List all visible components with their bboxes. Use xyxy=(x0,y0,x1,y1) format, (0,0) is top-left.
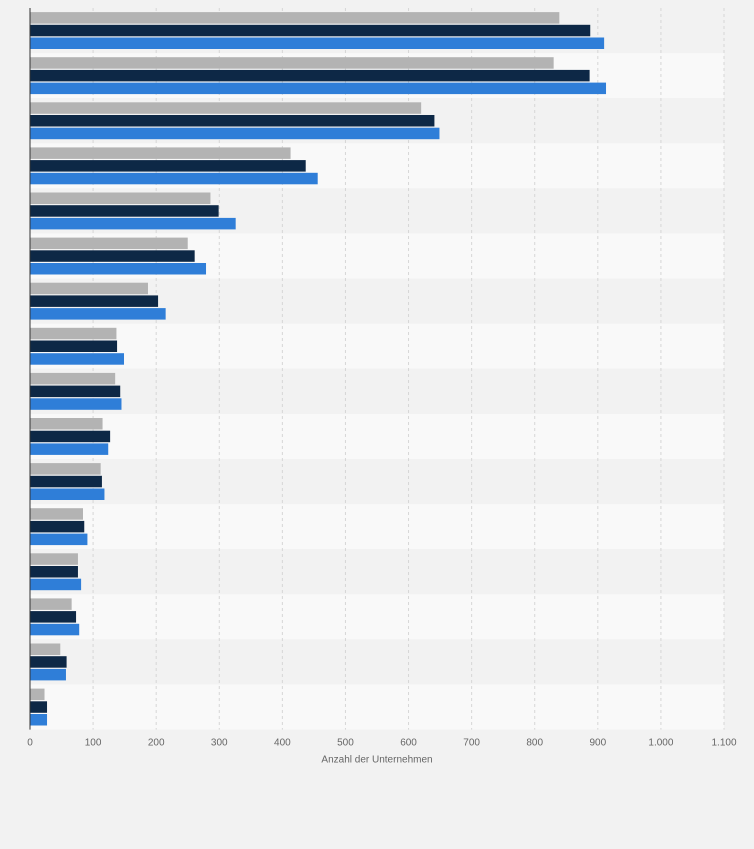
bar xyxy=(30,443,109,455)
bar xyxy=(30,192,211,204)
category-band xyxy=(30,594,724,640)
category-band xyxy=(30,504,724,550)
bar xyxy=(30,508,83,520)
bar xyxy=(30,668,66,681)
bar xyxy=(30,340,118,352)
bar xyxy=(30,327,117,340)
x-axis-title: Anzahl der Unternehmen xyxy=(321,755,432,766)
bar xyxy=(30,160,306,172)
bar xyxy=(30,82,607,95)
bar xyxy=(30,656,67,668)
bar xyxy=(30,57,554,69)
bar xyxy=(30,714,48,726)
bar xyxy=(30,282,148,295)
bar xyxy=(30,701,48,713)
bar xyxy=(30,520,85,533)
x-tick-labels: 0 100 200 300 400 500 600 700 800 900 1.000 1.100 xyxy=(27,738,737,749)
category-band xyxy=(30,323,724,369)
bar xyxy=(30,398,122,410)
x-tick-label: 900 xyxy=(589,738,606,749)
category-band xyxy=(30,684,724,730)
bar xyxy=(30,598,72,610)
x-tick-label: 300 xyxy=(211,738,228,749)
x-tick-label: 400 xyxy=(274,738,291,749)
bar xyxy=(30,308,166,320)
bar xyxy=(30,205,219,217)
category-band xyxy=(30,368,724,414)
bar xyxy=(30,418,103,430)
x-tick-label: 0 xyxy=(27,738,33,749)
bar xyxy=(30,217,236,230)
bar xyxy=(30,643,61,655)
bar xyxy=(30,37,605,49)
bar xyxy=(30,566,78,578)
bar xyxy=(30,533,88,546)
bar xyxy=(30,115,435,127)
bar xyxy=(30,385,121,398)
x-tick-label: 500 xyxy=(337,738,354,749)
bar xyxy=(30,372,116,385)
bar xyxy=(30,688,45,701)
x-tick-label: 100 xyxy=(85,738,102,749)
category-band xyxy=(30,413,724,459)
bar xyxy=(30,250,195,262)
x-tick-label: 800 xyxy=(526,738,543,749)
category-band xyxy=(30,549,724,595)
bar xyxy=(30,611,77,623)
bar xyxy=(30,623,80,636)
bar xyxy=(30,578,82,591)
x-tick-label: 700 xyxy=(463,738,480,749)
x-tick-label: 1.000 xyxy=(648,738,673,749)
bar xyxy=(30,430,111,443)
x-tick-label: 200 xyxy=(148,738,165,749)
category-band xyxy=(30,639,724,685)
bar xyxy=(30,69,590,82)
bars xyxy=(30,12,607,726)
category-band xyxy=(30,459,724,505)
bar xyxy=(30,24,591,37)
bar xyxy=(30,263,207,275)
bar xyxy=(30,488,105,500)
bar xyxy=(30,353,125,365)
bar xyxy=(30,463,101,475)
bar xyxy=(30,475,102,488)
bar xyxy=(30,553,78,565)
bar xyxy=(30,127,440,140)
x-tick-label: 600 xyxy=(400,738,417,749)
bar xyxy=(30,172,318,185)
x-tick-label: 1.100 xyxy=(711,738,736,749)
bar xyxy=(30,295,159,307)
bar xyxy=(30,147,291,159)
bar xyxy=(30,237,188,250)
bar xyxy=(30,12,560,24)
bar xyxy=(30,102,422,114)
